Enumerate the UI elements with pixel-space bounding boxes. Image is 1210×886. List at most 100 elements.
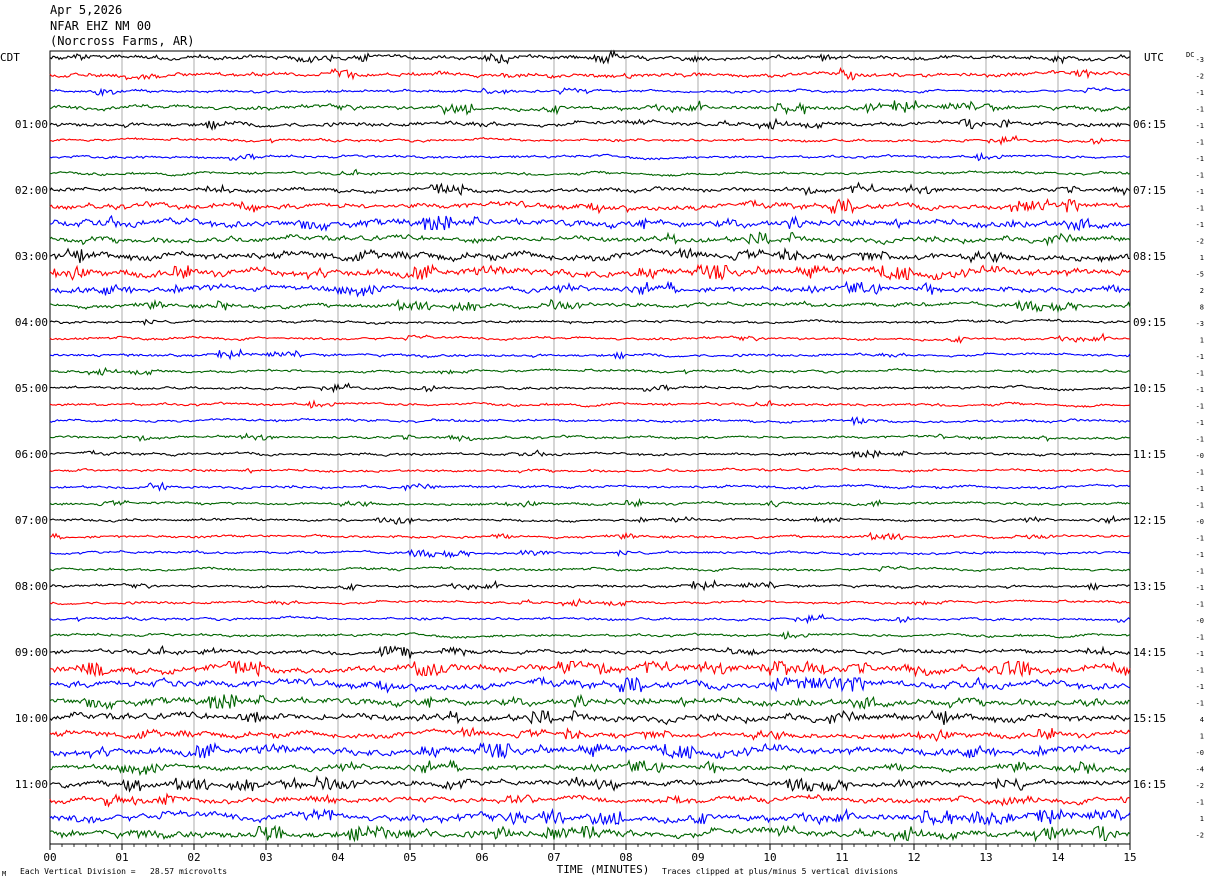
dc-offset-label: -1 — [1196, 683, 1204, 691]
left-hour-label: 05:00 — [15, 382, 48, 395]
seismic-trace — [49, 416, 1130, 427]
seismic-trace — [49, 151, 1131, 162]
seismic-trace — [49, 214, 1131, 232]
seismic-trace — [49, 231, 1131, 247]
dc-offset-label: -0 — [1196, 452, 1204, 460]
dc-offset-label: -2 — [1196, 238, 1204, 246]
dc-offset-label: -1 — [1196, 221, 1204, 229]
dc-offset-label: -1 — [1196, 485, 1204, 493]
dc-offset-label: -1 — [1196, 155, 1204, 163]
dc-offset-label: -4 — [1196, 766, 1204, 774]
x-tick-label: 15 — [1123, 851, 1136, 864]
x-tick-label: 04 — [331, 851, 345, 864]
x-tick-label: 12 — [907, 851, 920, 864]
header-location: (Norcross Farms, AR) — [50, 34, 195, 48]
seismic-trace — [49, 168, 1131, 177]
dc-offset-label: -1 — [1196, 139, 1204, 147]
seismic-trace — [49, 382, 1131, 394]
footer-scale-note: Each Vertical Division = 28.57 microvolt… — [20, 867, 228, 876]
dc-offset-label: -2 — [1196, 73, 1204, 81]
right-hour-label: 09:15 — [1133, 316, 1166, 329]
dc-label: DC — [1186, 51, 1194, 59]
x-axis-title: TIME (MINUTES) — [557, 863, 650, 876]
seismic-trace — [49, 366, 1131, 376]
seismic-trace — [49, 531, 1130, 541]
x-tick-label: 14 — [1051, 851, 1065, 864]
seismic-trace — [49, 117, 1131, 131]
x-tick-label: 13 — [979, 851, 992, 864]
right-hour-label: 12:15 — [1133, 514, 1166, 527]
left-hour-label: 08:00 — [15, 580, 48, 593]
left-hour-label: 03:00 — [15, 250, 48, 263]
dc-offset-label: -1 — [1196, 353, 1204, 361]
dc-offset-label: 8 — [1200, 304, 1204, 312]
dc-offset-label: -0 — [1196, 617, 1204, 625]
seismic-trace — [49, 481, 1131, 492]
seismic-trace — [49, 66, 1131, 81]
dc-offset-label: -1 — [1196, 667, 1204, 675]
right-hour-label: 15:15 — [1133, 712, 1166, 725]
dc-offset-label: -0 — [1196, 518, 1204, 526]
seismic-trace — [49, 263, 1131, 281]
seismic-trace — [49, 565, 1131, 573]
right-hour-label: 06:15 — [1133, 118, 1166, 131]
seismic-trace — [49, 181, 1131, 197]
dc-offset-label: 1 — [1200, 815, 1204, 823]
seismic-trace — [49, 449, 1131, 460]
trace-group — [49, 49, 1131, 843]
seismic-trace — [49, 318, 1131, 327]
x-tick-label: 10 — [763, 851, 776, 864]
dc-offset-label: -1 — [1196, 469, 1204, 477]
seismic-trace — [50, 86, 1131, 98]
dc-offset-label: -1 — [1196, 436, 1204, 444]
right-hour-label: 10:15 — [1133, 382, 1166, 395]
seismic-trace — [49, 467, 1131, 474]
seismic-trace — [49, 247, 1130, 264]
seismic-trace — [49, 548, 1131, 559]
plot-grid — [49, 50, 1131, 850]
left-hour-label: 07:00 — [15, 514, 48, 527]
dc-offset-label: -1 — [1196, 89, 1204, 97]
dc-offset-label: -1 — [1196, 502, 1204, 510]
dc-offset-label: -1 — [1196, 370, 1204, 378]
dc-offset-label: -1 — [1196, 122, 1204, 130]
dc-offset-label: -1 — [1196, 419, 1204, 427]
dc-offset-label: 4 — [1200, 716, 1204, 724]
right-hour-label: 08:15 — [1133, 250, 1166, 263]
dc-offset-label: -1 — [1196, 799, 1204, 807]
dc-offset-label: -0 — [1196, 749, 1204, 757]
dc-offset-label: -1 — [1196, 172, 1204, 180]
right-hour-label: 11:15 — [1133, 448, 1166, 461]
dc-offset-label: 1 — [1200, 254, 1204, 262]
left-hour-label: 02:00 — [15, 184, 48, 197]
seismic-trace — [49, 134, 1131, 146]
left-hour-label: 06:00 — [15, 448, 48, 461]
seismic-trace — [49, 597, 1131, 607]
dc-offset-label: -3 — [1196, 320, 1204, 328]
seismic-trace — [49, 399, 1131, 409]
x-tick-label: 09 — [691, 851, 704, 864]
seismic-trace — [49, 824, 1131, 843]
dc-offset-label: -1 — [1196, 205, 1204, 213]
dc-offset-label: -1 — [1196, 601, 1204, 609]
seismic-trace — [49, 579, 1130, 592]
right-hour-label: 14:15 — [1133, 646, 1166, 659]
left-hour-label: 09:00 — [15, 646, 48, 659]
seismic-trace — [49, 792, 1131, 808]
x-tick-label: 00 — [43, 851, 56, 864]
left-hour-label: 04:00 — [15, 316, 48, 329]
dc-offset-label: -1 — [1196, 386, 1204, 394]
seismic-trace — [49, 49, 1131, 65]
footer-mark: M — [2, 870, 7, 878]
seismic-trace — [49, 514, 1131, 526]
seismic-trace — [49, 759, 1131, 777]
right-hour-label: 13:15 — [1133, 580, 1166, 593]
left-hour-label: 10:00 — [15, 712, 48, 725]
left-hour-label: 01:00 — [15, 118, 48, 131]
x-tick-label: 05 — [403, 851, 416, 864]
header-station: NFAR EHZ NM 00 — [50, 19, 152, 33]
dc-offset-label: -1 — [1196, 634, 1204, 642]
dc-offset-label: -1 — [1196, 551, 1204, 559]
seismic-trace — [49, 332, 1131, 345]
